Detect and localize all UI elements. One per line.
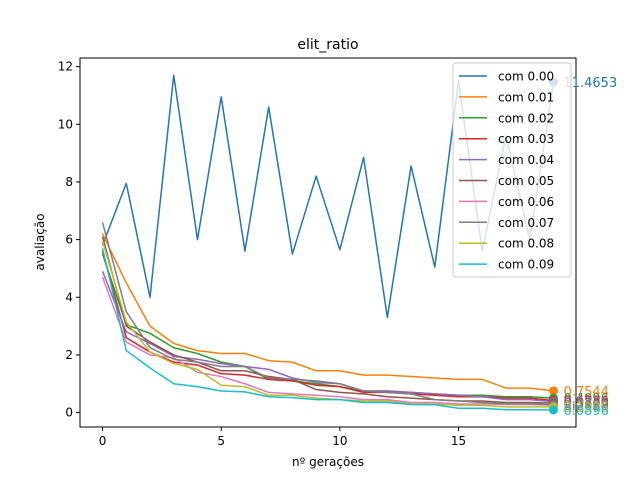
end-value-label: 11.4653 (563, 76, 617, 91)
y-axis-title: avaliação (33, 213, 47, 270)
legend-label: com 0.07 (498, 216, 554, 230)
x-tick-label: 10 (332, 434, 347, 448)
y-tick-label: 2 (65, 348, 73, 362)
legend-label: com 0.03 (498, 132, 554, 146)
series-lines (101, 74, 555, 411)
x-tick-label: 15 (451, 434, 466, 448)
end-marker (548, 386, 558, 396)
y-tick-label: 8 (65, 175, 73, 189)
y-axis-ticks: 0 2 4 6 8 10 12 (58, 60, 80, 420)
end-marker (548, 405, 558, 415)
end-value-label: 0.3825 (563, 396, 609, 411)
series-line (101, 233, 554, 392)
y-tick-label: 10 (58, 117, 73, 131)
legend-label: com 0.02 (498, 111, 554, 125)
legend-label: com 0.09 (498, 258, 554, 272)
x-tick-label: 5 (217, 434, 225, 448)
y-tick-label: 12 (58, 60, 73, 74)
end-value-label: 0.2614 (563, 399, 609, 414)
end-value-label: 0.4996 (563, 392, 609, 407)
legend-label: com 0.05 (498, 174, 554, 188)
x-axis-ticks: 0 5 10 15 (99, 427, 466, 448)
end-value-label: 0.3306 (563, 397, 609, 412)
legend-box (452, 62, 572, 278)
chart-title: elit_ratio (297, 37, 358, 53)
y-tick-label: 0 (65, 406, 73, 420)
end-labels: 11.4653 0.75440.49960.42360.38250.33060.2… (563, 76, 617, 419)
end-value-label: 0.2688 (563, 399, 609, 414)
end-value-label: 0.4236 (563, 394, 609, 409)
y-tick-label: 4 (65, 290, 73, 304)
legend-label: com 0.06 (498, 195, 554, 209)
x-axis-title: nº gerações (292, 455, 364, 469)
x-tick-label: 0 (99, 434, 107, 448)
legend: com 0.00 com 0.01 com 0.02 com 0.03 com 0.04… (452, 62, 572, 278)
series-line (101, 248, 554, 411)
legend-label: com 0.08 (498, 237, 554, 251)
legend-label: com 0.01 (498, 90, 554, 104)
y-tick-label: 6 (65, 233, 73, 247)
plot-frame (79, 57, 577, 428)
legend-label: com 0.00 (498, 70, 554, 84)
end-value-label: 0.0896 (563, 404, 609, 419)
end-value-label: 0.1995 (563, 401, 609, 416)
series-line (101, 222, 554, 406)
series-line (101, 236, 554, 404)
end-value-label: 0.7544 (563, 385, 609, 400)
legend-label: com 0.04 (498, 153, 554, 167)
